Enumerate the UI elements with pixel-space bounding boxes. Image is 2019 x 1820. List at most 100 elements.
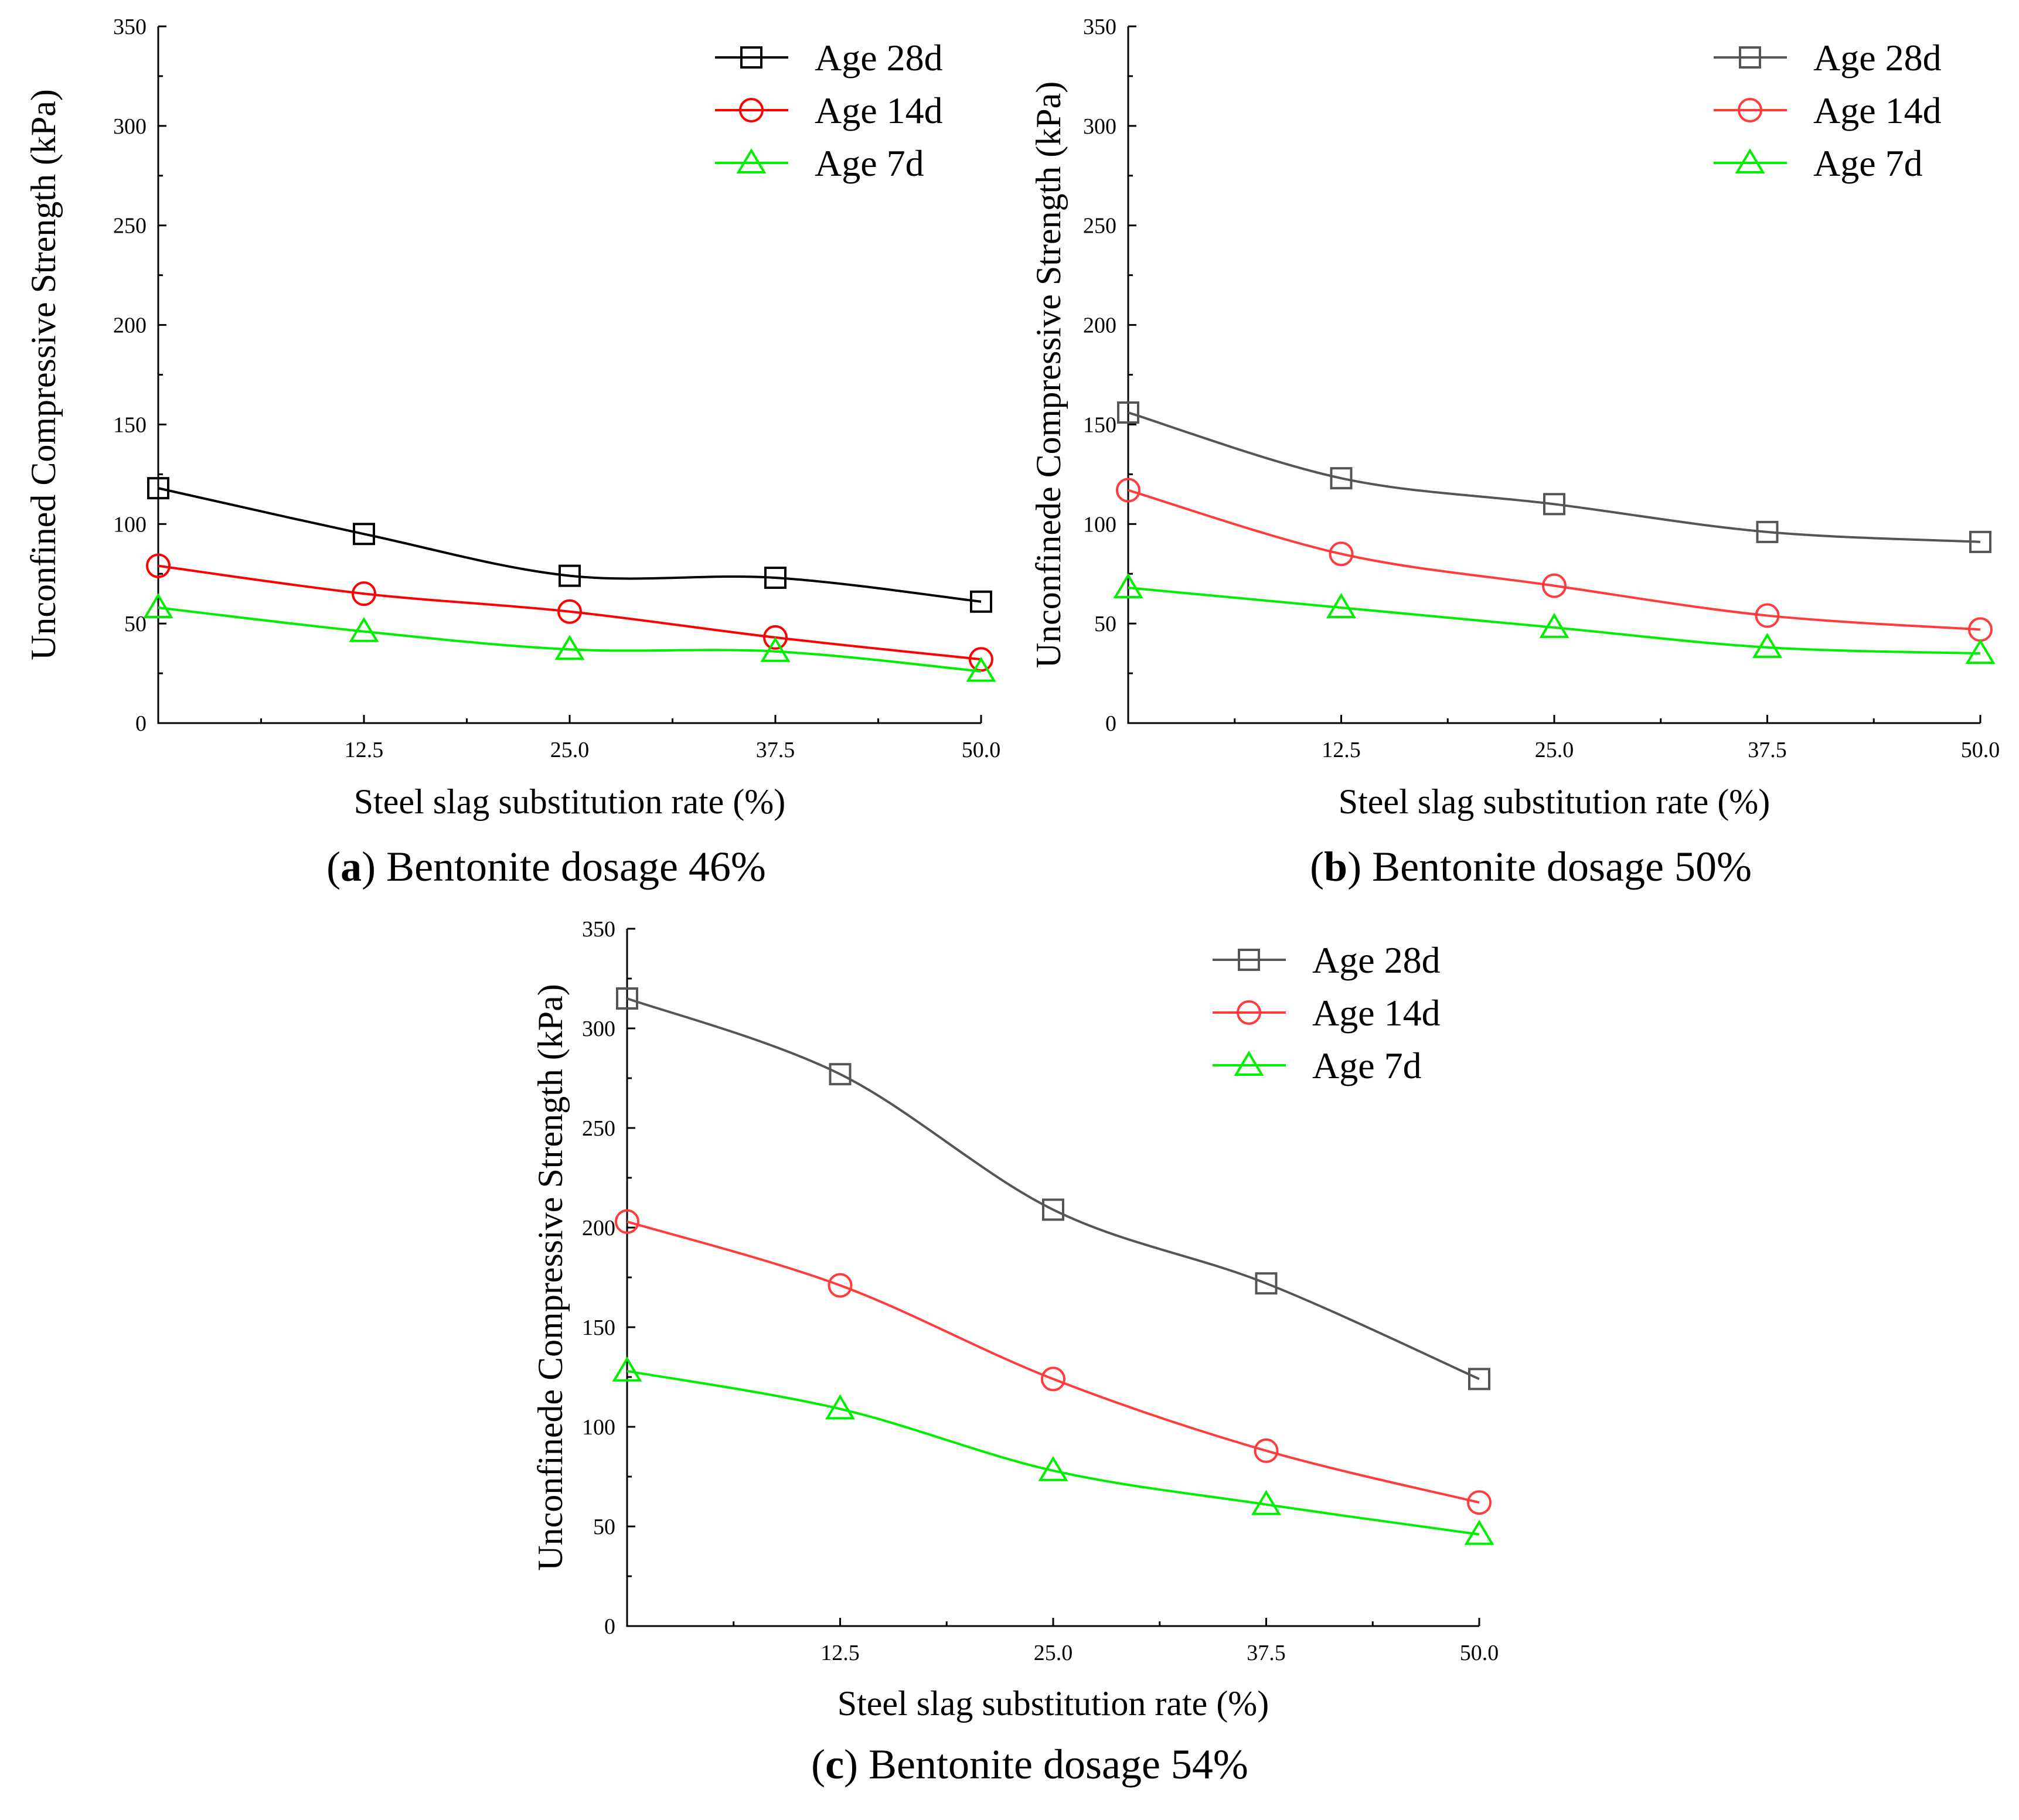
data-point [1041, 1366, 1065, 1392]
x-axis-title: Steel slag substitution rate (%) [354, 782, 786, 821]
data-point [1467, 1490, 1492, 1515]
legend-label: Age 14d [1813, 90, 1942, 131]
legend-marker [1238, 949, 1260, 971]
y-tick-label: 350 [113, 15, 147, 39]
x-tick-label: 25.0 [1535, 738, 1574, 762]
y-tick-label: 300 [1083, 114, 1116, 139]
legend-marker [739, 98, 764, 122]
data-point [1464, 1519, 1494, 1545]
data-point [1329, 541, 1354, 567]
y-tick-label: 100 [1083, 512, 1116, 537]
data-point [763, 625, 788, 650]
y-tick-label: 100 [113, 512, 147, 537]
legend-marker [1739, 46, 1761, 69]
legend-label: Age 28d [1813, 37, 1942, 79]
legend-marker [1738, 98, 1762, 122]
data-point [1113, 573, 1143, 598]
legend-label: Age 7d [1312, 1045, 1422, 1086]
y-tick-label: 250 [113, 214, 147, 238]
data-point [143, 593, 173, 618]
y-tick-label: 150 [1083, 413, 1116, 437]
y-tick-label: 250 [1083, 214, 1116, 238]
series-line [158, 487, 982, 603]
x-tick-label: 37.5 [756, 738, 795, 762]
chart-panel-c: 0 50 100 150 200 250 300 350 12.5 25.0 37.5 50.0 Ste… [531, 917, 1499, 1788]
data-point [829, 1063, 852, 1086]
series-line [1128, 489, 1981, 631]
data-point [349, 616, 379, 642]
y-tick-label: 50 [124, 612, 147, 636]
x-tick-label: 25.0 [550, 738, 590, 762]
y-axis-title: Unconfinede Compressive Strength (kPa) [1029, 81, 1068, 668]
data-point [612, 1356, 642, 1382]
panel-caption: (a) Bentonite dosage 46% [326, 843, 766, 890]
y-tick-label: 300 [113, 114, 147, 139]
data-point [1254, 1438, 1279, 1463]
legend-label: Age 14d [1312, 992, 1441, 1034]
data-point [1965, 639, 1996, 664]
y-tick-label: 350 [582, 917, 615, 942]
x-tick-label: 12.5 [345, 738, 384, 762]
series-line [1128, 411, 1981, 543]
legend-label: Age 28d [815, 37, 943, 79]
data-point [1468, 1368, 1490, 1390]
data-point [146, 553, 171, 578]
y-tick-label: 50 [593, 1515, 615, 1539]
chart-panel-a: 0 50 100 150 200 250 300 350 12.5 25.0 37.5 50.0 Ste… [24, 15, 1000, 890]
data-point [828, 1273, 853, 1298]
x-tick-label: 25.0 [1034, 1641, 1073, 1665]
legend-label: Age 14d [815, 90, 943, 131]
data-point [760, 636, 791, 662]
panel-caption: (c) Bentonite dosage 54% [811, 1741, 1248, 1788]
data-point [554, 635, 585, 660]
x-tick-label: 12.5 [1322, 738, 1361, 762]
data-point [1543, 493, 1565, 516]
x-axis-title: Steel slag substitution rate (%) [837, 1684, 1269, 1723]
legend: Age 28d Age 14d Age 7d [715, 37, 943, 184]
chart-panel-b: 0 50 100 150 200 250 300 350 12.5 25.0 37.5 50.0 Ste… [1029, 15, 2000, 890]
y-tick-label: 200 [113, 313, 147, 338]
series-line [1128, 586, 1981, 655]
legend: Age 28d Age 14d Age 7d [1213, 939, 1441, 1086]
series-line [627, 1220, 1480, 1504]
data-point [616, 987, 638, 1010]
legend-label: Age 7d [815, 142, 924, 184]
y-tick-label: 0 [135, 711, 147, 736]
data-point [1255, 1272, 1278, 1295]
data-point [557, 599, 582, 624]
series-line [158, 606, 982, 673]
data-point [1326, 593, 1357, 618]
x-tick-label: 50.0 [1460, 1641, 1499, 1665]
data-point [1756, 520, 1779, 543]
data-point [966, 656, 996, 682]
legend-label: Age 28d [1312, 939, 1441, 981]
series-line [158, 564, 982, 661]
series-line [627, 997, 1480, 1381]
data-point [1752, 632, 1783, 658]
y-tick-label: 50 [1094, 612, 1116, 636]
x-tick-label: 37.5 [1247, 1641, 1286, 1665]
data-point [1116, 478, 1140, 503]
legend-marker [736, 148, 767, 173]
data-point [353, 523, 375, 546]
y-tick-label: 150 [582, 1315, 615, 1340]
data-point [1251, 1490, 1282, 1515]
data-point [825, 1394, 856, 1420]
data-point [615, 1209, 639, 1234]
y-tick-label: 250 [582, 1116, 615, 1141]
legend-marker [740, 46, 762, 69]
data-point [1117, 401, 1139, 424]
legend-marker [1735, 148, 1765, 173]
x-tick-label: 37.5 [1748, 738, 1787, 762]
y-tick-label: 150 [113, 413, 147, 437]
data-point [1542, 573, 1567, 598]
data-point [1042, 1198, 1064, 1221]
data-point [970, 590, 992, 613]
x-tick-label: 50.0 [1961, 738, 2000, 762]
y-tick-label: 100 [582, 1415, 615, 1440]
data-point [559, 564, 581, 587]
y-axis-title: Unconfinede Compressive Strength (kPa) [531, 984, 570, 1570]
legend-marker [1234, 1051, 1264, 1076]
x-tick-label: 50.0 [962, 738, 1001, 762]
